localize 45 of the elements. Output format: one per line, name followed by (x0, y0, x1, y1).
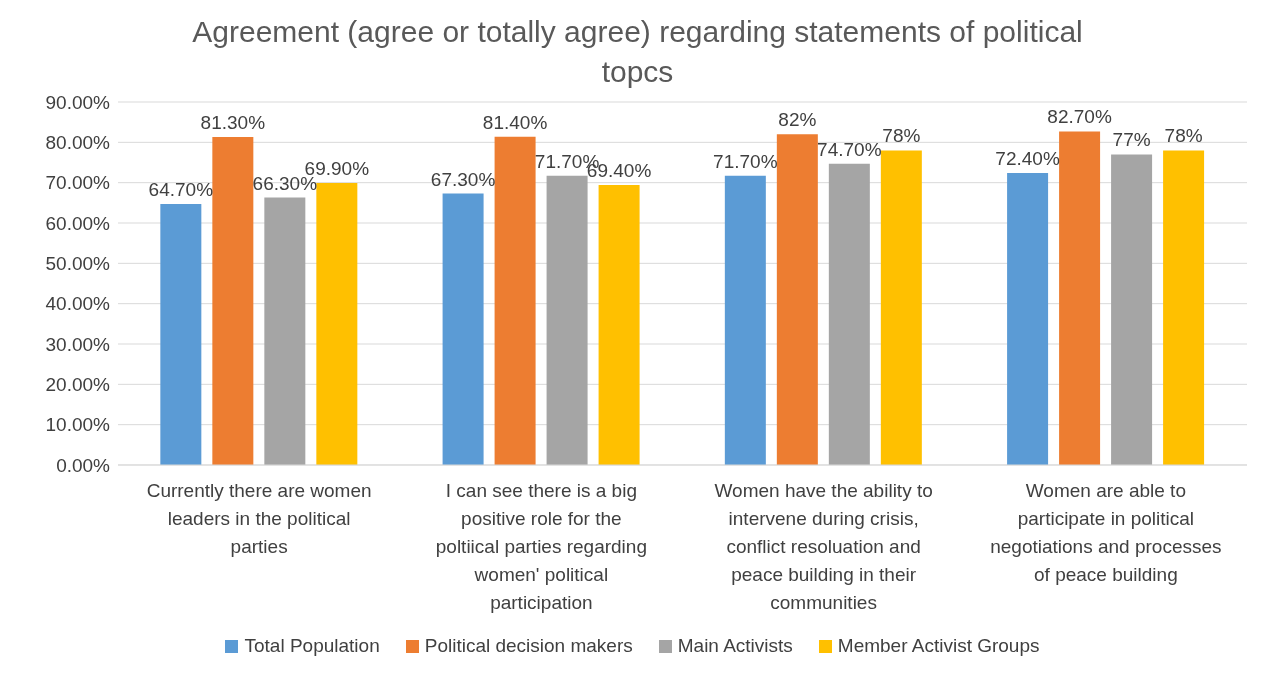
bar (1059, 131, 1101, 465)
x-tick-label: Women have the ability to intervene during crisis, conflict resoluation and peace building in their communities (714, 480, 933, 613)
bar (212, 137, 254, 465)
data-label: 67.30% (430, 168, 496, 190)
y-tick-label: 10.00% (45, 414, 111, 436)
y-tick-label: 40.00% (45, 293, 111, 315)
bar (1111, 154, 1153, 465)
y-tick-label: 50.00% (45, 253, 111, 275)
bar (1007, 172, 1049, 465)
x-tick-label: Women are able to participate in political negotiations and processes of peace building (990, 480, 1222, 585)
data-label: 81.30% (200, 112, 266, 134)
data-label: 82% (778, 109, 817, 131)
legend-label: Member Activist Groups (836, 635, 1040, 657)
legend-label: Main Activists (676, 635, 793, 657)
y-tick-label: 70.00% (45, 172, 111, 194)
bar (724, 175, 766, 465)
bar (442, 193, 484, 465)
bar (828, 163, 870, 465)
y-tick-label: 30.00% (45, 333, 111, 355)
bar (264, 197, 306, 465)
data-label: 78% (1164, 125, 1203, 147)
y-tick-label: 20.00% (45, 374, 111, 396)
data-label: 81.40% (482, 111, 548, 133)
data-label: 77% (1112, 129, 1151, 151)
data-label: 78% (882, 125, 921, 147)
y-tick-label: 0.00% (56, 454, 111, 476)
bar (880, 150, 922, 465)
bar (776, 134, 818, 465)
bar (494, 136, 536, 465)
x-tick-label: I can see there is a big positive role for the poltiical parties regarding women' political participation (435, 480, 647, 613)
legend-label: Political decision makers (423, 635, 633, 657)
y-tick-label: 90.00% (45, 91, 111, 113)
bar (1163, 150, 1205, 465)
bar (316, 183, 358, 465)
data-label: 71.70% (713, 150, 778, 172)
x-tick-label: Currently there are women leaders in the political parties (146, 480, 372, 557)
bar (160, 204, 202, 465)
y-tick-label: 80.00% (45, 132, 111, 154)
data-label: 82.70% (1047, 106, 1112, 128)
legend-label: Total Population (243, 635, 380, 657)
bar (598, 185, 640, 465)
bar (546, 175, 588, 465)
chart-title: Agreement (agree or totally agree) regarding statements of political topcs (191, 14, 1084, 90)
y-tick-label: 60.00% (45, 212, 111, 234)
data-label: 74.70% (817, 138, 882, 160)
